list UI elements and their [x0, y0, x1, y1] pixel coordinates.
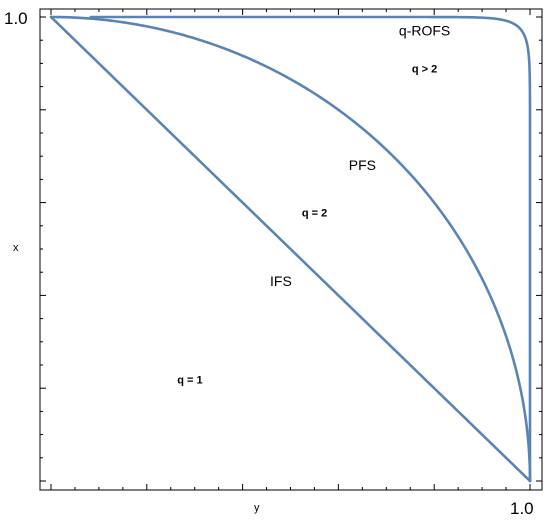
y-axis-tick-label: 1.0	[4, 9, 28, 28]
region-labels: q-ROFS q > 2 PFS q = 2 IFS q = 1	[177, 23, 450, 387]
curve-q-2	[49, 15, 532, 483]
annotation-label: PFS	[349, 157, 376, 173]
x-axis-label: y	[254, 502, 260, 514]
x-axis-tick-label: 1.0	[510, 499, 534, 518]
y-axis-label: x	[13, 242, 19, 254]
ticks	[40, 9, 542, 490]
curve-q-30	[89, 15, 532, 483]
annotation-label: q = 1	[177, 375, 202, 387]
curves	[49, 15, 532, 483]
annotation-label: IFS	[270, 273, 292, 289]
annotation-label: q > 2	[412, 64, 437, 76]
curve-q-1	[49, 15, 532, 483]
annotation-label: q = 2	[302, 208, 327, 220]
annotation-label: q-ROFS	[399, 23, 450, 39]
